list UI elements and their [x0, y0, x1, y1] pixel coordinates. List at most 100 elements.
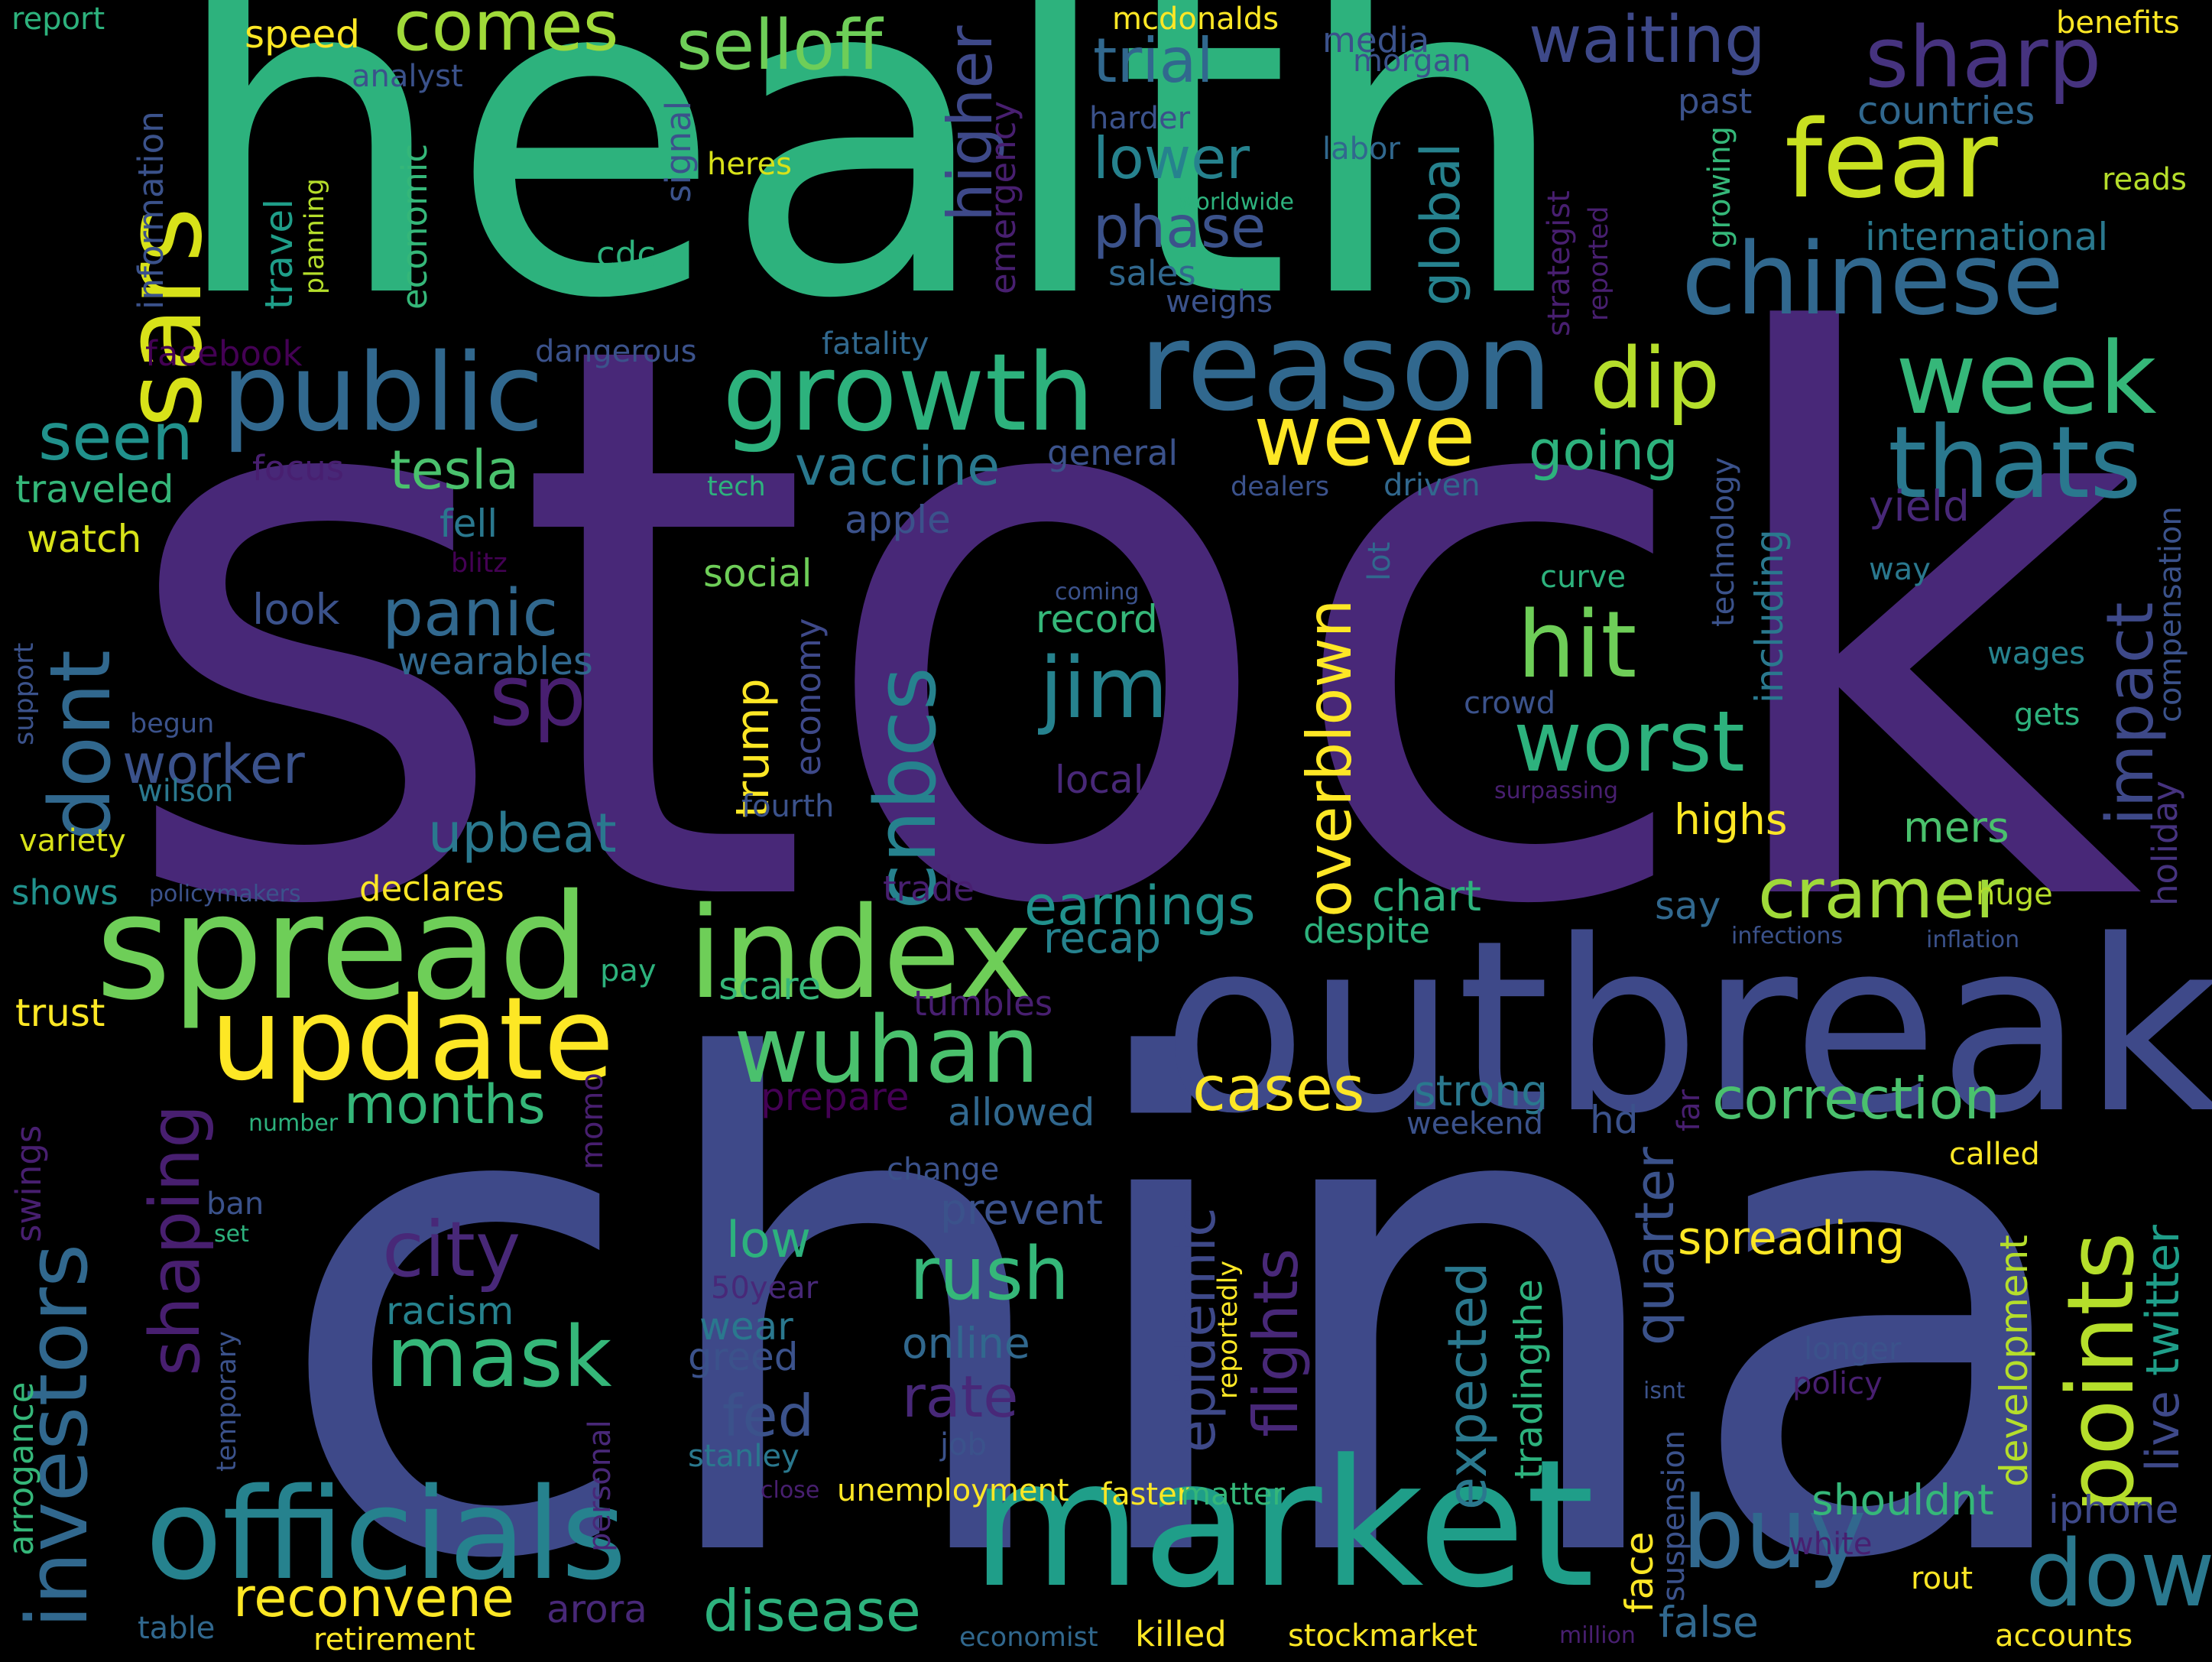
word-low: low [726, 1212, 811, 1269]
word-called: called [1949, 1137, 2040, 1172]
word-mers: mers [1903, 803, 2009, 852]
word-scare: scare [718, 964, 822, 1008]
word-lower: lower [1093, 125, 1250, 192]
word-matter: matter [1181, 1477, 1285, 1512]
word-public: public [222, 331, 544, 456]
word-coming: coming [1055, 579, 1140, 605]
word-buy: buy [1682, 1475, 1867, 1591]
word-travel: travel [257, 198, 301, 310]
word-look: look [252, 585, 340, 634]
word-infections: infections [1731, 923, 1843, 949]
word-emergency: emergency [983, 100, 1023, 294]
word-unemployment: unemployment [837, 1473, 1069, 1508]
word-worst: worst [1513, 693, 1745, 790]
word-strategist: strategist [1542, 190, 1577, 336]
word-market: market [971, 1423, 1595, 1627]
word-trust: trust [15, 991, 105, 1035]
word-trade: trade [883, 868, 975, 909]
word-fed: fed [722, 1382, 815, 1449]
word-analyst: analyst [352, 59, 463, 94]
word-job: job [940, 1427, 987, 1462]
word-dangerous: dangerous [535, 334, 697, 369]
word-cramer: cramer [1758, 854, 2004, 934]
word-record: record [1036, 597, 1158, 641]
word-personal: personal [582, 1420, 618, 1552]
word-sp: sp [489, 647, 587, 745]
word-harder: harder [1089, 101, 1191, 136]
word-cdc: cdc [596, 234, 657, 274]
word-earnings: earnings [1024, 875, 1256, 937]
word-china: china [271, 923, 2094, 1662]
word-points: points [2048, 1232, 2155, 1514]
word-trial: trial [1093, 25, 1214, 96]
word-signal: signal [658, 100, 699, 203]
word-media: media [1322, 20, 1430, 60]
word-update: update [210, 973, 615, 1106]
word-fatality: fatality [822, 326, 929, 362]
word-months: months [344, 1073, 546, 1136]
word-weekend: weekend [1406, 1106, 1544, 1141]
word-speed: speed [245, 12, 361, 57]
word-far: far [1672, 1089, 1707, 1131]
word-selloff: selloff [676, 5, 883, 86]
word-traveled: traveled [15, 467, 174, 511]
word-tradingthe: tradingthe [1507, 1279, 1551, 1479]
word-stockmarket: stockmarket [1288, 1618, 1478, 1654]
word-cases: cases [1192, 1053, 1365, 1125]
word-fell: fell [439, 502, 498, 546]
word-seen: seen [38, 400, 193, 476]
word-curve: curve [1540, 560, 1627, 595]
word-benefits: benefits [2056, 5, 2180, 41]
word-reads: reads [2102, 162, 2187, 197]
word-reported: reported [1584, 206, 1614, 321]
word-global: global [1409, 142, 1472, 307]
word-upbeat: upbeat [428, 802, 617, 865]
word-isnt: isnt [1643, 1378, 1685, 1404]
word-tesla: tesla [390, 439, 520, 502]
word-driven: driven [1383, 468, 1481, 503]
word-chart: chart [1372, 872, 1481, 920]
word-morgan: morgan [1353, 44, 1471, 79]
word-sharp: sharp [1865, 8, 2102, 106]
word-recap: recap [1043, 914, 1162, 962]
word-compensation: compensation [2153, 506, 2188, 722]
word-disease: disease [703, 1577, 921, 1644]
word-pay: pay [600, 953, 657, 988]
word-huge: huge [1976, 877, 2053, 912]
word-mask: mask [386, 1308, 612, 1406]
word-health: health [168, 0, 1572, 395]
word-fear: fear [1785, 98, 1998, 222]
word-rush: rush [910, 1232, 1069, 1316]
word-tumbles: tumbles [913, 983, 1053, 1024]
word-retirement: retirement [313, 1622, 475, 1657]
word-phase: phase [1093, 193, 1267, 261]
word-reportedly: reportedly [1213, 1260, 1244, 1399]
word-yield: yield [1869, 482, 1970, 531]
word-temporary: temporary [212, 1331, 242, 1472]
word-dealers: dealers [1231, 472, 1330, 502]
word-strong: strong [1414, 1066, 1549, 1115]
word-including: including [1747, 529, 1792, 703]
word-economist: economist [959, 1622, 1098, 1653]
word-going: going [1529, 420, 1678, 482]
word-comes: comes [394, 0, 619, 67]
word-heres: heres [707, 147, 792, 182]
word-growth: growth [722, 331, 1095, 456]
word-spread: spread [96, 863, 591, 1032]
word-number: number [248, 1110, 339, 1137]
word-set: set [214, 1221, 249, 1248]
word-arrogance: arrogance [1, 1381, 41, 1556]
word-face: face [1617, 1531, 1662, 1614]
word-suspension: suspension [1656, 1430, 1691, 1602]
word-reconvene: reconvene [233, 1566, 514, 1629]
word-waiting: waiting [1529, 2, 1766, 78]
word-highs: highs [1674, 795, 1788, 844]
word-longer: longer [1804, 1332, 1902, 1367]
word-flights: flights [1241, 1248, 1312, 1437]
word-worldwide: worldwide [1177, 189, 1294, 216]
word-dip: dip [1590, 329, 1721, 427]
word-variety: variety [19, 823, 126, 859]
word-past: past [1678, 81, 1753, 122]
word-economic: economic [394, 143, 435, 310]
